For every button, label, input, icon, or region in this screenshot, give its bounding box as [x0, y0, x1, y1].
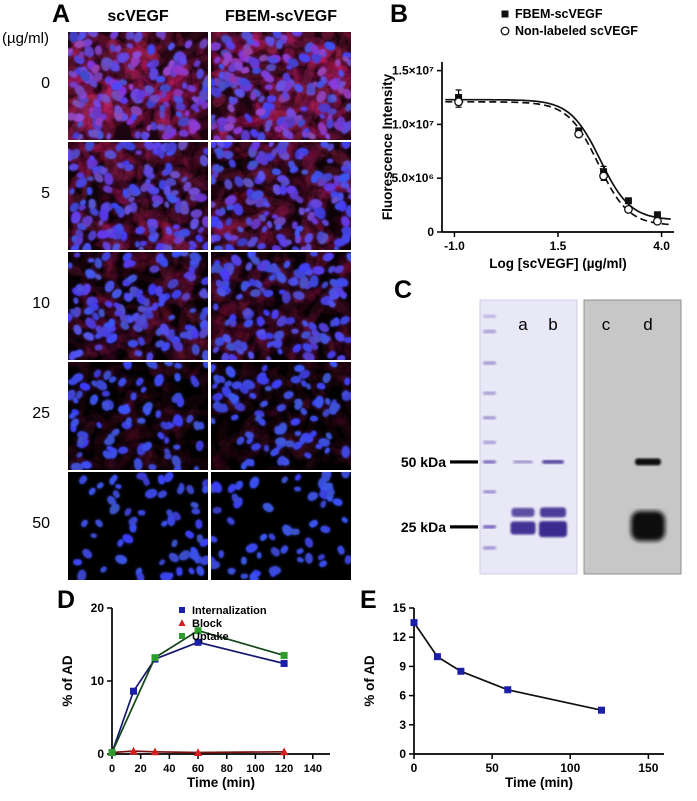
gel-blot-image: a b c d 50 kDa 25 kDa — [401, 299, 682, 575]
micrograph-cell — [68, 142, 208, 250]
svg-text:3: 3 — [399, 718, 406, 732]
svg-text:20: 20 — [135, 763, 147, 775]
clearance-chart: 0 50 100 150 0 3 6 9 12 15 Time (min) % of AD — [362, 601, 664, 790]
micrograph-cell — [211, 472, 351, 580]
gel-lane-label: b — [548, 315, 557, 334]
svg-text:6: 6 — [399, 689, 406, 703]
svg-text:Block: Block — [192, 618, 223, 630]
svg-text:1.0×10⁷: 1.0×10⁷ — [392, 117, 434, 131]
svg-text:Non-labeled scVEGF: Non-labeled scVEGF — [515, 24, 638, 38]
svg-text:Log [scVEGF] (µg/ml): Log [scVEGF] (µg/ml) — [489, 256, 627, 271]
row-label-50: 50 — [32, 515, 50, 532]
dose-response-chart: -1.0 1.5 4.0 0 5.0×10⁶ 1.0×10⁷ 1.5×10⁷ Log [scV… — [380, 7, 674, 271]
gel-lane-label: a — [518, 315, 528, 334]
svg-text:80: 80 — [221, 763, 233, 775]
molecular-weight-label: 25 kDa — [401, 519, 446, 535]
panel-e-letter: E — [360, 586, 377, 614]
svg-text:0: 0 — [399, 747, 406, 761]
svg-text:15: 15 — [393, 601, 407, 615]
column-header-scvegf: scVEGF — [107, 8, 169, 25]
svg-text:0: 0 — [411, 761, 418, 775]
svg-text:Time (min): Time (min) — [505, 775, 573, 790]
svg-text:Fluorescence Intensity: Fluorescence Intensity — [380, 73, 395, 220]
svg-text:0: 0 — [427, 225, 434, 239]
svg-text:1.5: 1.5 — [550, 239, 567, 253]
svg-text:100: 100 — [246, 763, 264, 775]
svg-text:140: 140 — [304, 763, 322, 775]
micrograph-cell — [68, 362, 208, 470]
svg-text:5.0×10⁶: 5.0×10⁶ — [391, 171, 434, 185]
micrograph-cell — [211, 252, 351, 360]
panel-a-letter: A — [52, 0, 71, 28]
row-label-0: 0 — [41, 75, 50, 92]
svg-text:FBEM-scVEGF: FBEM-scVEGF — [515, 7, 603, 21]
row-label-5: 5 — [41, 185, 50, 202]
row-label-25: 25 — [32, 405, 50, 422]
svg-text:150: 150 — [638, 761, 658, 775]
micrograph-cell — [211, 362, 351, 470]
svg-text:40: 40 — [163, 763, 175, 775]
micrograph-cell — [211, 32, 351, 140]
svg-text:Uptake: Uptake — [192, 631, 229, 643]
internalization-chart: 0 20 40 60 80 100 120 140 0 10 20 Time (min) % of AD… — [60, 601, 330, 790]
row-label-10: 10 — [32, 295, 50, 312]
svg-text:1.5×10⁷: 1.5×10⁷ — [392, 64, 434, 78]
panel-c-letter: C — [394, 276, 413, 304]
column-header-fbem-scvegf: FBEM-scVEGF — [224, 8, 337, 25]
svg-text:Time (min): Time (min) — [187, 775, 255, 790]
svg-text:50: 50 — [485, 761, 499, 775]
svg-text:100: 100 — [560, 761, 580, 775]
micrograph-cell — [68, 32, 208, 140]
svg-text:9: 9 — [399, 659, 406, 673]
svg-text:20: 20 — [91, 601, 105, 615]
svg-text:% of AD: % of AD — [362, 655, 377, 706]
micrograph-cell — [211, 142, 351, 250]
concentration-unit-label: (µg/ml) — [2, 30, 49, 47]
molecular-weight-label: 50 kDa — [401, 454, 446, 470]
svg-text:0: 0 — [109, 763, 115, 775]
svg-text:120: 120 — [275, 763, 293, 775]
svg-text:0: 0 — [97, 747, 104, 761]
svg-text:12: 12 — [393, 630, 407, 644]
svg-text:% of AD: % of AD — [60, 655, 75, 706]
panel-d-letter: D — [57, 586, 76, 614]
micrograph-grid — [68, 32, 351, 580]
micrograph-cell — [68, 252, 208, 360]
svg-text:Internalization: Internalization — [192, 605, 267, 617]
svg-text:4.0: 4.0 — [653, 239, 670, 253]
svg-text:60: 60 — [192, 763, 204, 775]
gel-lane-label: d — [643, 315, 652, 334]
micrograph-cell — [68, 472, 208, 580]
gel-lane-label: c — [602, 315, 611, 334]
svg-text:-1.0: -1.0 — [444, 239, 465, 253]
panel-b-letter: B — [390, 0, 409, 28]
svg-text:10: 10 — [91, 674, 105, 688]
